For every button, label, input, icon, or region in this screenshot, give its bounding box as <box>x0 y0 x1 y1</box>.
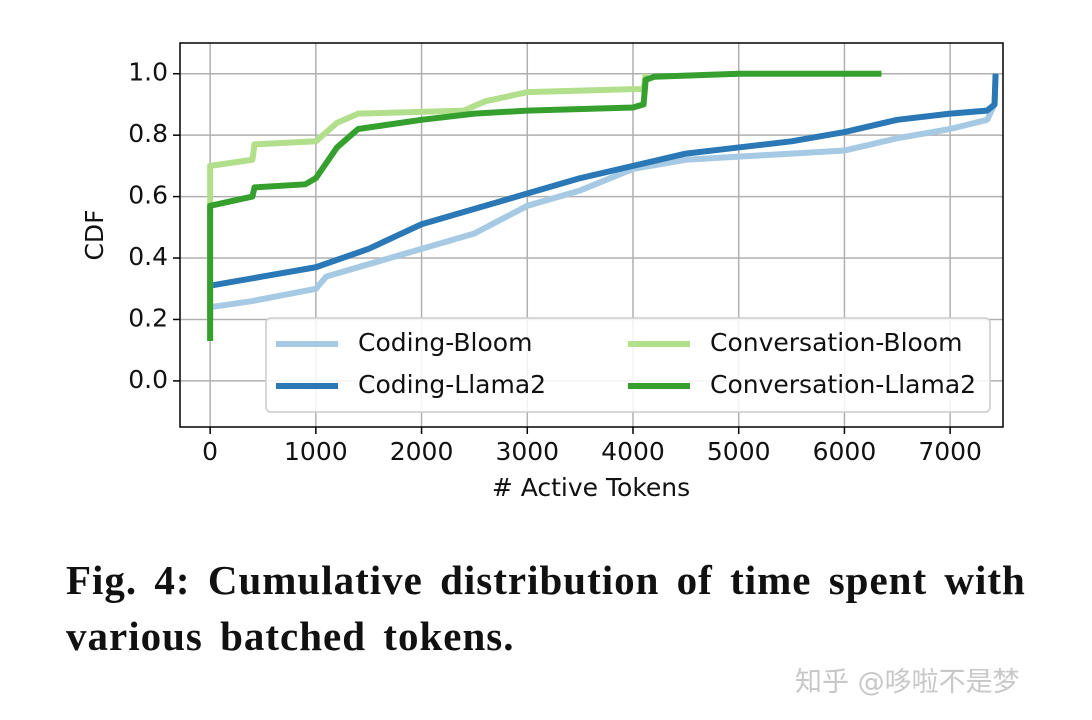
x-tick-label: 3000 <box>495 437 559 466</box>
x-tick-label: 6000 <box>813 437 877 466</box>
y-tick-label: 0.2 <box>128 303 168 332</box>
y-tick-label: 0.8 <box>128 119 168 148</box>
legend: Coding-Bloom Coding-Llama2 Conversation-Bl… <box>265 317 991 413</box>
y-tick-label: 0.6 <box>128 181 168 210</box>
legend-label: Coding-Bloom <box>358 328 532 357</box>
watermark: 知乎 @哆啦不是梦 <box>795 667 1020 698</box>
y-tick-label: 1.0 <box>128 58 168 87</box>
x-tick-label: 4000 <box>601 437 665 466</box>
legend-label: Conversation-Bloom <box>710 328 962 357</box>
x-tick-label: 2000 <box>390 437 454 466</box>
line-series <box>207 70 882 341</box>
y-tick-label: 0.0 <box>128 365 168 394</box>
x-tick-label: 7000 <box>918 437 982 466</box>
y-tick-label: 0.4 <box>128 242 168 271</box>
x-tick-label: 1000 <box>284 437 348 466</box>
legend-label: Coding-Llama2 <box>358 370 546 399</box>
legend-label: Conversation-Llama2 <box>710 370 976 399</box>
x-tick-label: 5000 <box>707 437 771 466</box>
caption: Fig. 4: Cumulative distribution of time … <box>66 557 1026 659</box>
x-tick-label: 0 <box>202 437 218 466</box>
plot-frame <box>179 42 1004 428</box>
x-axis-label: # Active Tokens <box>492 473 690 502</box>
line-series <box>207 73 999 320</box>
legend-box <box>265 317 991 413</box>
y-axis-label: CDF <box>80 209 109 260</box>
line-series <box>207 73 999 289</box>
line-series <box>207 73 649 320</box>
chart: CDF # Active Tokens 0.0 0.2 0.4 0.6 0.8 1.0 0 1… <box>80 42 1004 502</box>
